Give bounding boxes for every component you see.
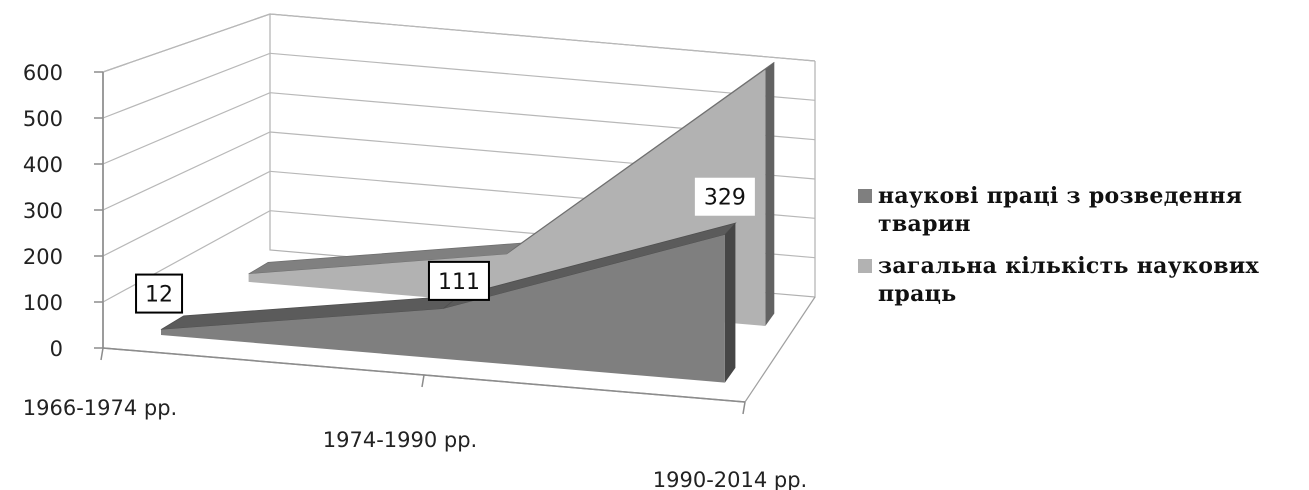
legend: наукові праці з розведення тварин загаль… <box>858 182 1308 322</box>
y-tick-label: 500 <box>23 107 63 131</box>
y-tick-label: 300 <box>23 199 63 223</box>
gridline <box>102 52 816 119</box>
x-tick-label: 1974-1990 рр. <box>323 428 477 452</box>
y-tick-label: 100 <box>23 291 63 315</box>
legend-swatch-series-2 <box>858 259 872 273</box>
x-tick-mark <box>100 347 104 361</box>
y-tick-label: 400 <box>23 153 63 177</box>
y-tick-label: 200 <box>23 245 63 269</box>
gridline <box>102 13 816 73</box>
data-label: 12 <box>145 283 173 308</box>
x-tick-mark <box>742 401 746 415</box>
x-tick-label: 1966-1974 рр. <box>23 396 177 420</box>
legend-swatch-series-1 <box>858 189 872 203</box>
data-labels: 12 111 329 <box>135 177 755 314</box>
legend-label-series-1: наукові праці з розведення тварин <box>878 183 1243 237</box>
y-tick-label: 600 <box>23 61 63 85</box>
gridline <box>102 92 816 165</box>
y-axis-ticks: 0 100 200 300 400 500 600 <box>23 61 103 361</box>
area-side-series-1 <box>724 223 736 383</box>
x-axis-ticks: 1966-1974 рр. 1974-1990 рр. 1990-2014 рр. <box>23 347 807 490</box>
legend-label-series-2: загальна кількість наукових праць <box>878 253 1259 307</box>
gridlines <box>102 13 816 303</box>
area-face-series-1 <box>161 234 725 383</box>
area-side-series-2 <box>765 62 775 326</box>
x-tick-label: 1990-2014 рр. <box>653 468 807 490</box>
data-label: 329 <box>704 186 746 211</box>
data-label-box <box>694 177 755 216</box>
y-tick-label: 0 <box>50 337 63 361</box>
legend-item-series-1: наукові праці з розведення тварин <box>858 182 1308 238</box>
data-label-box <box>135 273 184 314</box>
top-edge <box>102 13 816 73</box>
front-series-area <box>160 222 737 383</box>
data-label: 111 <box>438 270 480 295</box>
legend-item-series-2: загальна кількість наукових праць <box>858 252 1308 308</box>
floor-right-edge <box>744 296 816 403</box>
x-tick-mark <box>421 374 425 388</box>
data-label-box <box>427 260 490 301</box>
